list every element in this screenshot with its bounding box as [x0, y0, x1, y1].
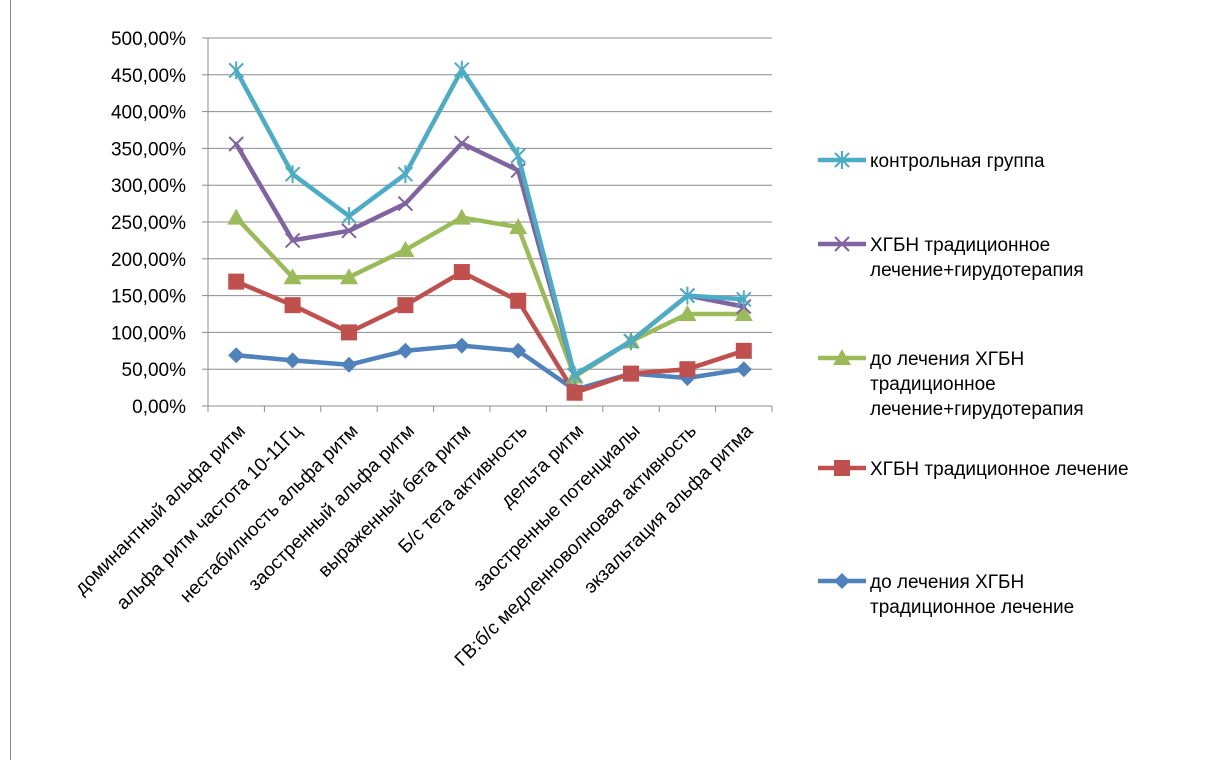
legend-label: контрольная группа — [870, 151, 1045, 172]
data-point — [341, 207, 357, 226]
legend-item: ХГБН традиционное лечение+гирудотерапия — [818, 235, 1084, 281]
data-point — [454, 60, 470, 79]
data-point — [679, 361, 696, 378]
data-point — [623, 365, 639, 382]
data-point — [397, 297, 414, 314]
data-point — [678, 305, 697, 321]
y-tick-label: 0,00% — [132, 397, 186, 418]
data-point — [452, 208, 471, 225]
series-line — [233, 215, 747, 379]
data-point — [284, 297, 301, 314]
data-point — [834, 236, 850, 252]
y-tick-label: 200,00% — [111, 250, 186, 271]
data-point — [284, 352, 301, 369]
series-0 — [228, 60, 752, 385]
data-point — [510, 292, 527, 309]
data-point — [510, 342, 527, 359]
legend-label: лечение+гирудотерапия — [870, 260, 1084, 281]
series-3 — [228, 264, 752, 401]
data-point — [623, 332, 639, 351]
legend: контрольная группа ХГБН традиционное лечен… — [818, 151, 1129, 618]
y-tick-label: 350,00% — [111, 139, 186, 160]
data-point — [228, 61, 244, 80]
data-point — [228, 136, 244, 152]
legend-label: до лечения ХГБН — [870, 349, 1024, 370]
series-line — [233, 269, 747, 396]
data-point — [735, 361, 752, 378]
legend-label: ХГБН традиционное лечение — [870, 459, 1129, 480]
data-point — [341, 356, 357, 373]
data-point — [284, 165, 301, 184]
y-tick-label: 300,00% — [111, 176, 186, 197]
y-tick-label: 150,00% — [111, 287, 186, 308]
legend-label: лечение+гирудотерапия — [870, 399, 1084, 420]
data-point — [679, 286, 696, 305]
legend-label: традиционное лечение — [870, 597, 1074, 618]
data-point — [736, 290, 752, 309]
data-point — [734, 305, 753, 321]
data-point — [284, 232, 301, 249]
data-point — [228, 273, 245, 290]
y-tick-label: 500,00% — [111, 29, 186, 50]
data-point — [396, 240, 415, 257]
data-point — [453, 337, 470, 354]
data-point — [228, 347, 245, 364]
legend-item: до лечения ХГБН традиционное лечение — [818, 572, 1074, 618]
series-line — [233, 343, 747, 393]
data-point — [397, 165, 414, 184]
data-point — [341, 324, 357, 341]
data-point — [509, 218, 528, 235]
y-tick-label: 100,00% — [111, 323, 186, 344]
legend-item: контрольная группа — [818, 151, 1045, 172]
data-point — [833, 349, 851, 365]
data-point — [566, 384, 583, 401]
y-tick-label: 50,00% — [122, 360, 187, 381]
y-tick-label: 250,00% — [111, 213, 186, 234]
legend-label: ХГБН традиционное — [870, 235, 1050, 256]
y-tick-label: 450,00% — [111, 66, 186, 87]
axes — [202, 37, 773, 412]
series-line — [233, 67, 747, 378]
data-point — [283, 268, 302, 285]
data-point — [735, 342, 752, 359]
page-left-border — [10, 0, 11, 760]
data-point — [510, 146, 526, 165]
data-point — [453, 264, 470, 281]
data-point — [566, 366, 583, 385]
y-tick-labels: 0,00% 50,00% 100,00% 150,00% 200,00% 250,00% 3… — [111, 29, 186, 418]
series-lines — [227, 60, 753, 401]
data-point — [834, 151, 850, 169]
series-4 — [228, 337, 752, 398]
data-point — [834, 460, 850, 476]
legend-label: до лечения ХГБН — [870, 572, 1024, 593]
y-tick-label: 400,00% — [111, 103, 186, 124]
legend-item: до лечения ХГБН традиционное лечение+гируд… — [818, 349, 1084, 420]
data-point — [397, 342, 414, 359]
data-point — [340, 268, 358, 285]
legend-label: традиционное — [870, 374, 996, 395]
data-point — [227, 208, 246, 225]
data-point — [341, 223, 357, 239]
data-point — [397, 195, 414, 212]
legend-item: ХГБН традиционное лечение — [818, 459, 1129, 480]
data-point — [834, 573, 850, 589]
series-2 — [227, 208, 753, 384]
data-point — [454, 135, 470, 151]
